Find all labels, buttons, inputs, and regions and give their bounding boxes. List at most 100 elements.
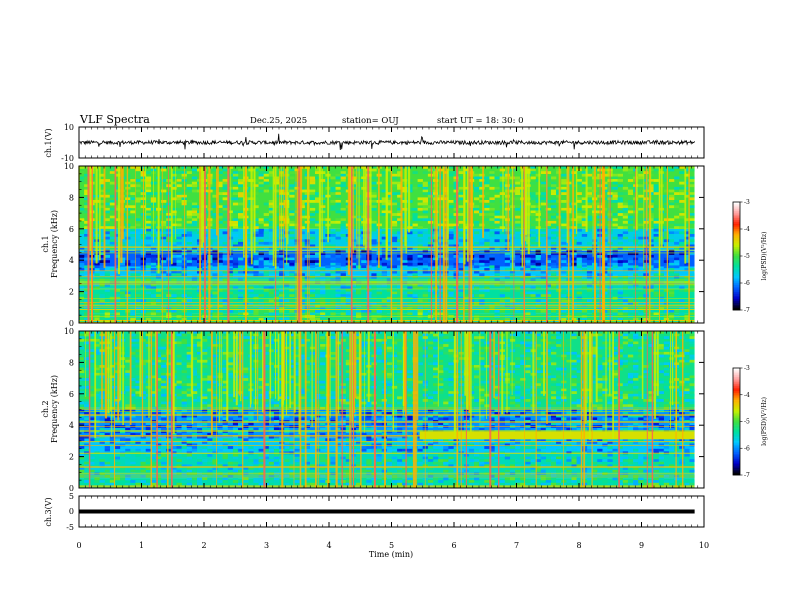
spectrogram-cell bbox=[622, 166, 629, 169]
spectrogram-cell bbox=[653, 226, 659, 229]
spectrogram-cell bbox=[104, 448, 110, 452]
spectrogram-cell bbox=[238, 181, 244, 185]
spectrogram-cell bbox=[130, 433, 136, 436]
spectrogram-cell bbox=[120, 249, 126, 253]
spectrogram-cell bbox=[448, 166, 454, 169]
spectrogram-cell bbox=[279, 299, 285, 303]
spectrogram-cell bbox=[94, 477, 100, 481]
spectrogram-cell bbox=[186, 210, 192, 214]
spectrogram-cell bbox=[689, 168, 695, 172]
spectrogram-cell bbox=[166, 433, 172, 436]
spectrogram-cell bbox=[84, 404, 90, 408]
spectrogram-cell bbox=[186, 200, 192, 203]
spectrogram-cell bbox=[525, 260, 531, 263]
spectrogram-cell bbox=[479, 255, 485, 258]
spectrogram-cell bbox=[669, 283, 675, 287]
spectrogram-cell bbox=[479, 307, 485, 311]
spectrogram-cell bbox=[581, 197, 588, 201]
spectrogram-cell bbox=[150, 294, 157, 297]
spectrogram-cell bbox=[130, 289, 136, 292]
spectrogram-cell bbox=[161, 472, 167, 476]
spectrogram-cell bbox=[669, 252, 675, 256]
spectrogram-cell bbox=[84, 312, 90, 316]
spectrogram-cell bbox=[145, 176, 151, 180]
spectrogram-cell bbox=[612, 302, 618, 305]
spectrogram-cell bbox=[166, 346, 172, 350]
spectrogram-cell bbox=[669, 309, 675, 313]
spectrogram-cell bbox=[674, 260, 680, 263]
spectrogram-cell bbox=[561, 226, 567, 229]
spectrogram-cell bbox=[145, 448, 151, 452]
spectrogram-cell bbox=[663, 260, 670, 263]
spectrogram-cell bbox=[89, 456, 95, 460]
spectrogram-cell bbox=[99, 234, 105, 237]
spectrogram-cell bbox=[217, 213, 223, 216]
spectrogram-cell bbox=[612, 166, 618, 169]
spectrogram-cell bbox=[571, 299, 577, 303]
spectrogram-cell bbox=[150, 456, 157, 460]
spectrogram-cell bbox=[186, 317, 192, 321]
spectrogram-cell bbox=[268, 249, 275, 253]
spectrogram-cell bbox=[89, 346, 95, 350]
spectrogram-cell bbox=[104, 226, 110, 229]
spectrogram-cell bbox=[135, 349, 141, 353]
spectrogram-cell bbox=[114, 474, 121, 478]
spectrogram-cell bbox=[238, 241, 244, 245]
spectrogram-cell bbox=[120, 477, 126, 481]
spectrogram-cell bbox=[161, 268, 167, 271]
spectrogram-cell bbox=[489, 184, 495, 188]
spectrogram-cell bbox=[166, 304, 172, 308]
spectrogram-cell bbox=[684, 223, 690, 227]
spectrogram-cell bbox=[186, 236, 192, 240]
spectrogram-cell bbox=[638, 194, 644, 198]
spectrogram-cell bbox=[494, 186, 500, 190]
spectrogram-cell bbox=[520, 299, 526, 303]
spectrogram-cell bbox=[458, 265, 464, 269]
spectrogram-cell bbox=[586, 299, 593, 303]
spectrogram-cell bbox=[581, 244, 588, 248]
spectrogram-cell bbox=[284, 302, 290, 305]
spectrogram-cell bbox=[648, 283, 654, 287]
spectrogram-cell bbox=[191, 260, 198, 263]
spectrogram-cell bbox=[356, 299, 362, 303]
spectrogram-cell bbox=[407, 231, 413, 235]
spectrogram-cell bbox=[248, 294, 254, 297]
spectrogram-cell bbox=[499, 255, 505, 258]
spectrogram-cell bbox=[125, 351, 131, 355]
spectrogram-cell bbox=[474, 241, 480, 245]
spectrogram-cell bbox=[520, 309, 526, 313]
spectrogram-cell bbox=[530, 255, 536, 258]
spectrogram-cell bbox=[161, 430, 167, 434]
spectrogram-cell bbox=[114, 173, 121, 177]
spectrogram-cell bbox=[397, 194, 403, 198]
spectrogram-cell bbox=[232, 173, 239, 177]
spectrogram-cell bbox=[371, 294, 377, 297]
spectrogram-cell bbox=[212, 223, 218, 227]
spectrogram-cell bbox=[109, 349, 116, 353]
spectrogram-cell bbox=[130, 210, 136, 214]
spectrogram-cell bbox=[622, 236, 629, 240]
spectrogram-cell bbox=[684, 257, 690, 261]
spectrogram-cell bbox=[684, 231, 690, 235]
spectrogram-cell bbox=[253, 273, 259, 277]
spectrogram-cell bbox=[99, 197, 105, 201]
spectrogram-cell bbox=[284, 299, 290, 303]
spectrogram-cell bbox=[622, 302, 629, 305]
spectrogram-cell bbox=[263, 186, 269, 190]
spectrogram-cell bbox=[422, 210, 428, 214]
spectrogram-cell bbox=[227, 291, 234, 295]
spectrogram-cell bbox=[130, 480, 136, 483]
spectrogram-cell bbox=[299, 181, 305, 185]
spectrogram-cell bbox=[181, 362, 187, 366]
spectrogram-cell bbox=[145, 241, 151, 245]
spectrogram-cell bbox=[191, 385, 198, 389]
spectrogram-cell bbox=[79, 296, 85, 300]
spectrogram-cell bbox=[94, 349, 100, 353]
spectrogram-cell bbox=[120, 467, 126, 470]
spectrogram-cell bbox=[540, 270, 546, 274]
spectrogram-cell bbox=[104, 399, 110, 402]
spectrogram-cell bbox=[156, 378, 162, 381]
spectrogram-cell bbox=[617, 255, 623, 258]
spectrogram-cell bbox=[622, 202, 629, 206]
spectrogram-cell bbox=[391, 184, 398, 188]
